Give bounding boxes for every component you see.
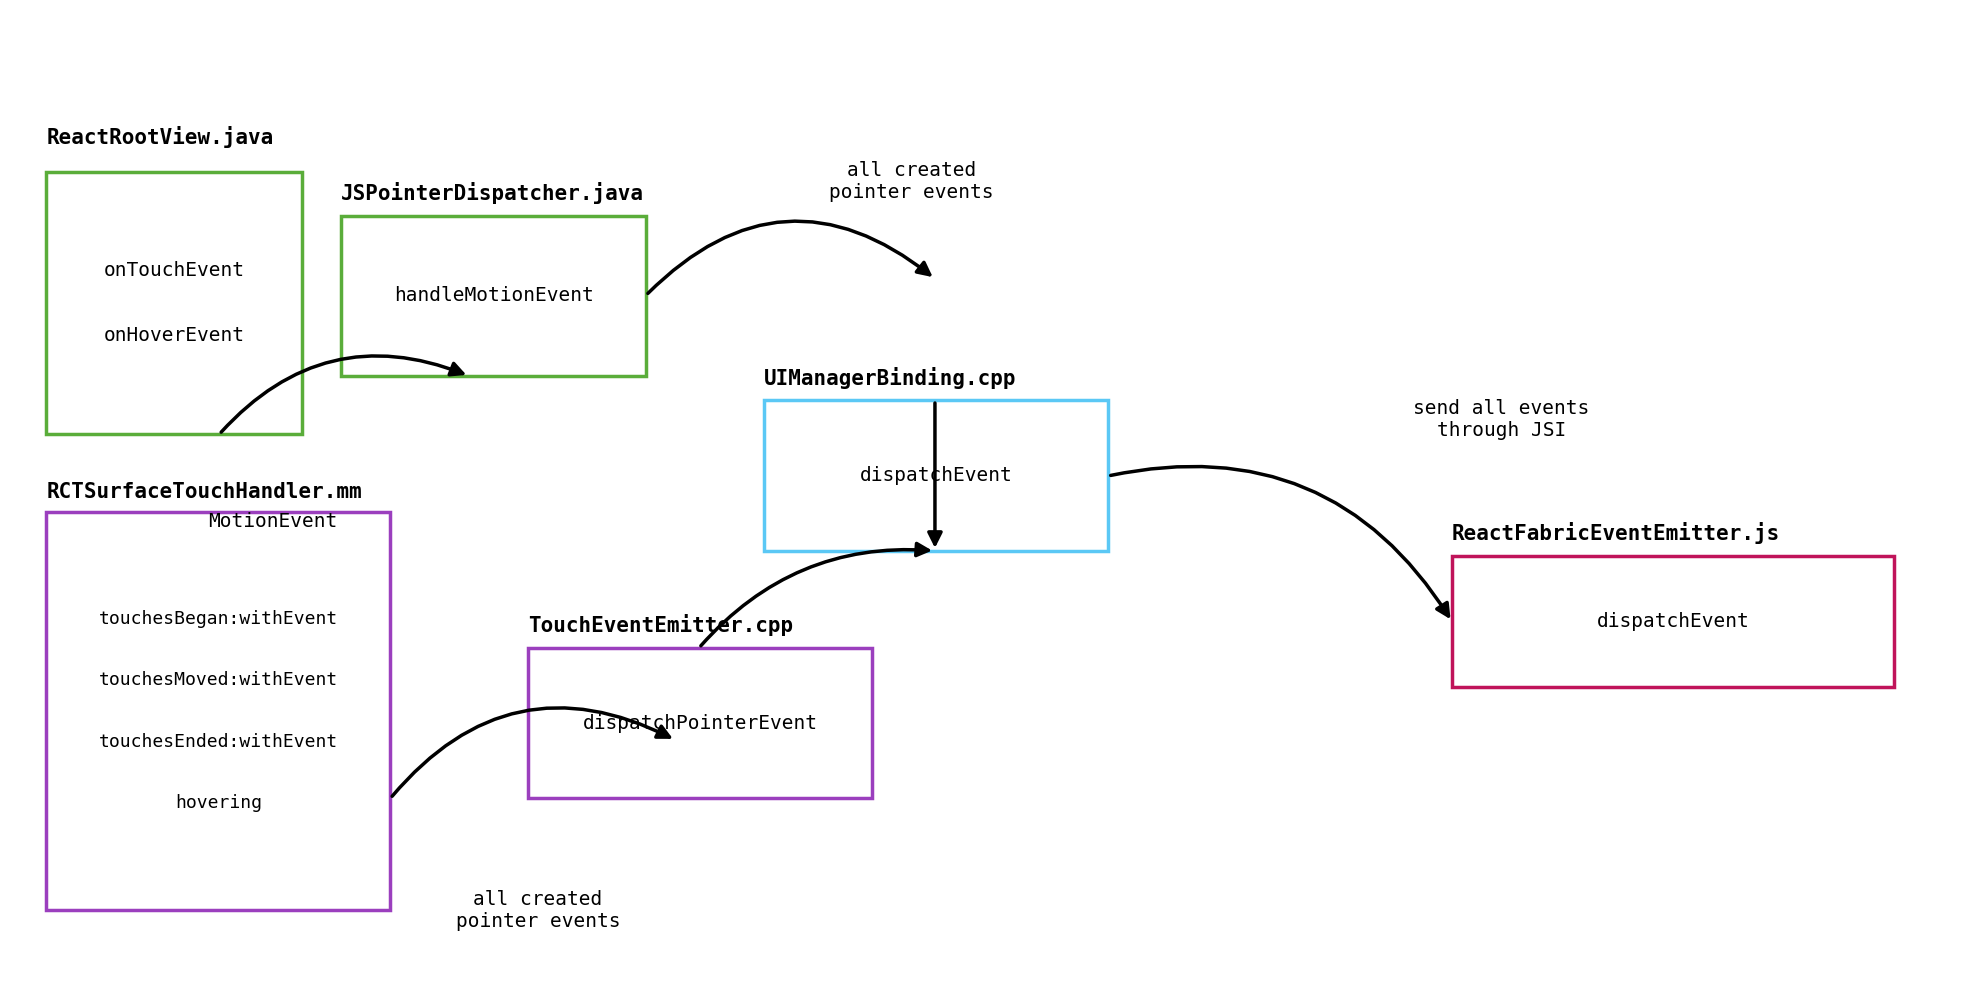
Text: MotionEvent: MotionEvent bbox=[208, 512, 337, 531]
Text: dispatchPointerEvent: dispatchPointerEvent bbox=[582, 714, 818, 733]
Text: RCTSurfaceTouchHandler.mm: RCTSurfaceTouchHandler.mm bbox=[46, 483, 362, 502]
Text: JSPointerDispatcher.java: JSPointerDispatcher.java bbox=[341, 182, 644, 204]
Text: ReactFabricEventEmitter.js: ReactFabricEventEmitter.js bbox=[1451, 522, 1780, 544]
Text: ReactRootView.java: ReactRootView.java bbox=[46, 126, 273, 148]
Text: handleMotionEvent: handleMotionEvent bbox=[394, 287, 594, 305]
Text: touchesBegan:withEvent

touchesMoved:withEvent

touchesEnded:withEvent

hovering: touchesBegan:withEvent touchesMoved:with… bbox=[99, 610, 339, 812]
FancyBboxPatch shape bbox=[341, 216, 645, 376]
Text: UIManagerBinding.cpp: UIManagerBinding.cpp bbox=[764, 366, 1016, 389]
Text: dispatchEvent: dispatchEvent bbox=[859, 466, 1012, 485]
Text: all created
pointer events: all created pointer events bbox=[455, 889, 620, 931]
Text: onTouchEvent

onHoverEvent: onTouchEvent onHoverEvent bbox=[103, 261, 246, 345]
Text: TouchEventEmitter.cpp: TouchEventEmitter.cpp bbox=[529, 615, 794, 636]
Text: all created
pointer events: all created pointer events bbox=[830, 162, 994, 202]
FancyBboxPatch shape bbox=[764, 400, 1109, 551]
Text: dispatchEvent: dispatchEvent bbox=[1596, 612, 1750, 630]
FancyBboxPatch shape bbox=[1451, 556, 1895, 687]
Text: send all events
through JSI: send all events through JSI bbox=[1414, 399, 1590, 440]
FancyBboxPatch shape bbox=[529, 648, 871, 799]
FancyBboxPatch shape bbox=[46, 172, 301, 434]
FancyBboxPatch shape bbox=[46, 512, 390, 910]
